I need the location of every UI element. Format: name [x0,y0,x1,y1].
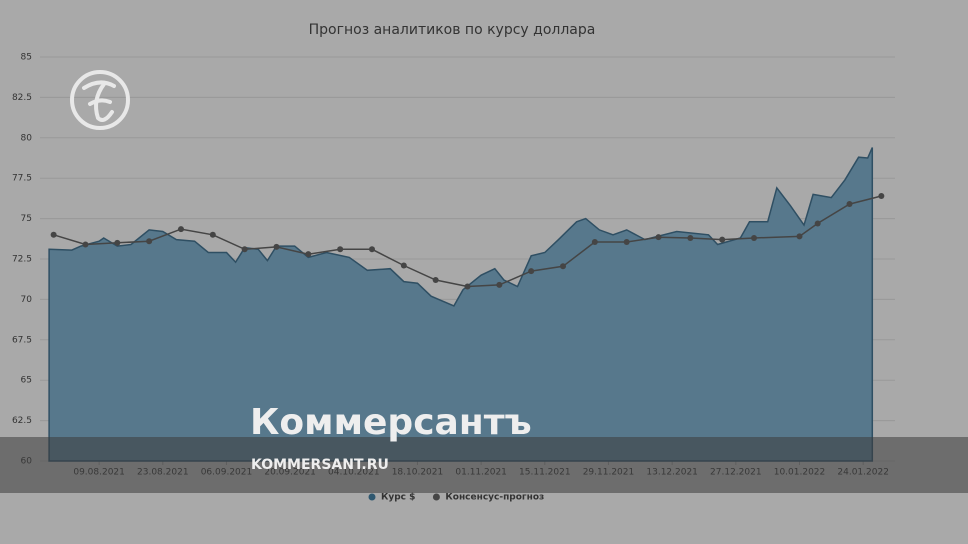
point [273,243,280,250]
logo-ring [70,70,130,130]
point [464,283,471,290]
point [751,234,758,241]
point [687,234,694,241]
point [305,251,312,258]
y-tick-label: 82.5 [12,93,32,103]
point [796,233,803,240]
watermark-band [0,437,968,493]
y-tick-label: 75 [21,214,32,224]
chart-title: Прогноз аналитиков по курсу доллара [309,22,596,38]
point [400,262,407,269]
legend-swatch [368,493,376,501]
point [623,239,630,246]
point [177,226,184,233]
point [209,231,216,238]
logo-glyph [82,80,116,122]
point [719,236,726,243]
y-tick-label: 72.5 [12,255,32,265]
point [814,220,821,227]
point [82,241,89,248]
point [146,238,153,245]
point [241,246,248,253]
legend-label: Консенсус-прогноз [445,493,544,503]
y-tick-label: 85 [21,53,32,63]
y-tick-label: 62.5 [12,416,32,426]
y-tick-label: 70 [21,295,33,305]
watermark-site: KOMMERSANT.RU [251,457,389,473]
y-tick-label: 65 [21,376,32,386]
legend-swatch [432,493,440,501]
area [48,147,874,462]
point [114,239,121,246]
point [432,277,439,284]
point [846,201,853,208]
point [528,268,535,275]
point [655,234,662,241]
point [591,239,598,246]
legend-label: Курс $ [381,493,415,503]
logo [70,70,130,130]
point [368,246,375,253]
point [878,192,885,199]
watermark-brand: Коммерсантъ [250,402,532,443]
y-tick-label: 67.5 [12,335,32,345]
point [337,246,344,253]
y-tick-label: 77.5 [12,174,32,184]
point [496,281,503,288]
point [560,263,567,270]
y-tick-label: 80 [21,133,33,143]
point [50,231,57,238]
